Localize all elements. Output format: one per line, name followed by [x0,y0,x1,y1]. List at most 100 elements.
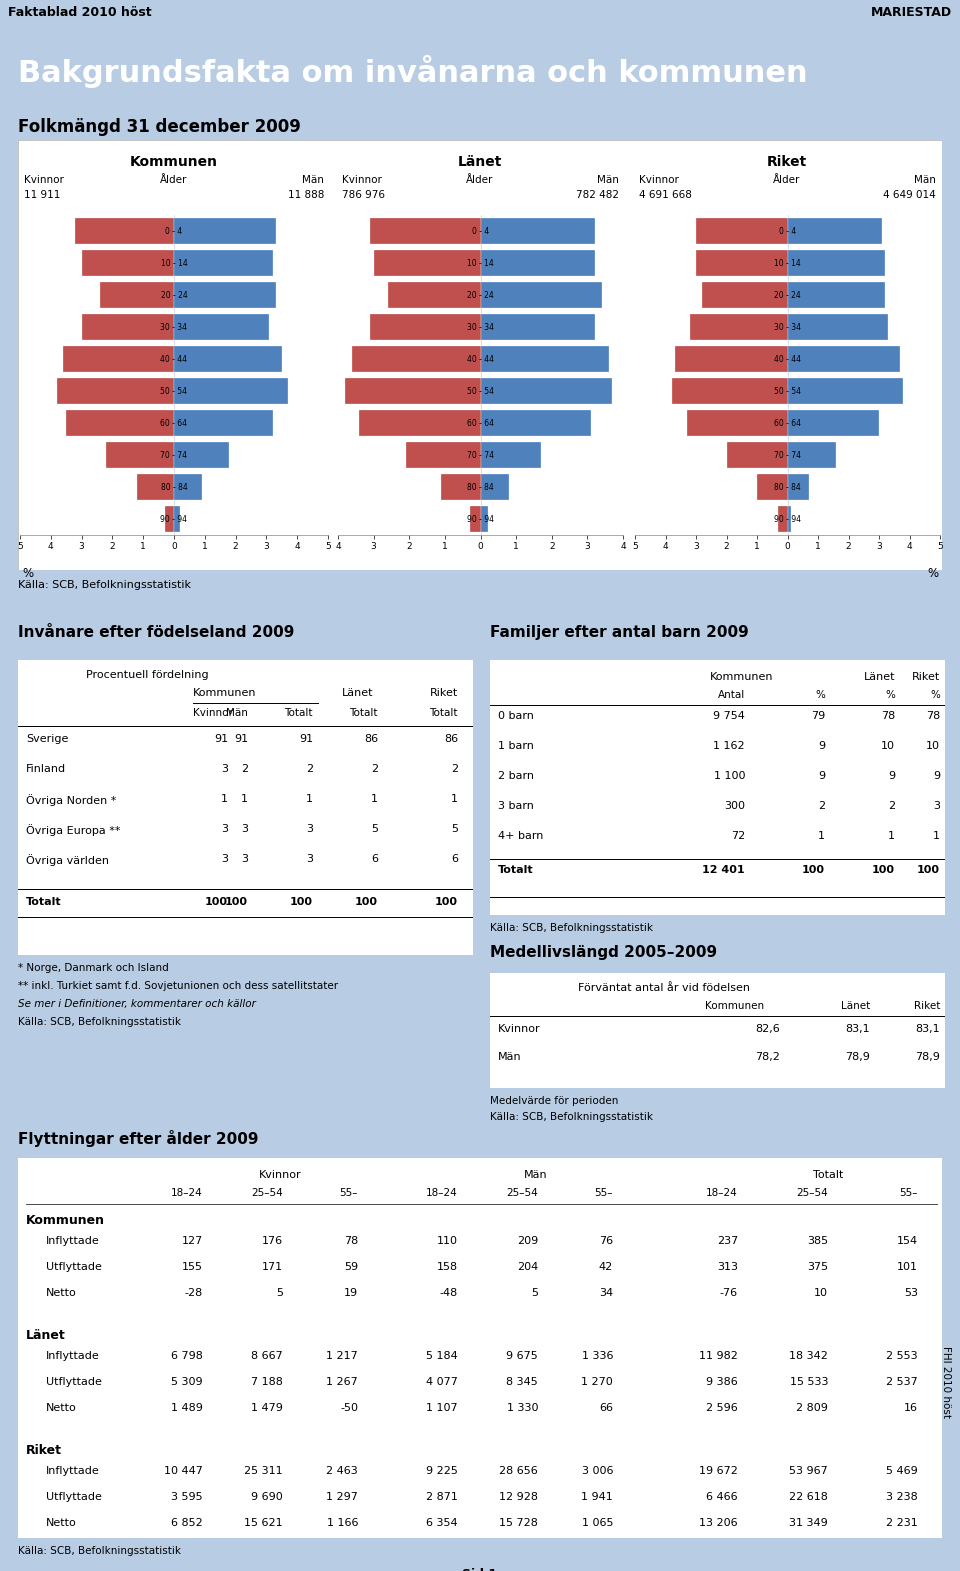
Text: Män: Män [914,174,936,185]
Text: 3 barn: 3 barn [498,801,534,811]
Bar [174,379,288,404]
Text: 1 162: 1 162 [713,742,745,751]
Text: Kvinnor: Kvinnor [259,1170,301,1180]
Text: 9 225: 9 225 [426,1466,458,1477]
Text: 1 267: 1 267 [326,1378,358,1387]
Text: Riket: Riket [767,156,807,170]
Bar [481,250,594,276]
Text: -28: -28 [184,1288,203,1298]
Text: 3 595: 3 595 [172,1492,203,1502]
Text: 20 - 24: 20 - 24 [160,291,187,300]
Text: 3: 3 [306,825,313,834]
Text: 91: 91 [214,734,228,745]
Text: 4 649 014: 4 649 014 [883,190,936,200]
Text: 40 - 44: 40 - 44 [774,355,801,363]
Text: 10 447: 10 447 [164,1466,203,1477]
Text: 2: 2 [306,764,313,775]
Text: 100: 100 [225,897,248,906]
Text: Totalt: Totalt [349,709,378,718]
Text: 1: 1 [451,793,458,804]
Text: 2: 2 [451,764,458,775]
Text: 3: 3 [241,825,248,834]
Text: 100: 100 [290,897,313,906]
Bar [57,379,174,404]
Bar [174,250,273,276]
Text: 70 - 74: 70 - 74 [774,451,801,459]
Text: 375: 375 [806,1262,828,1273]
Bar [352,346,481,372]
Text: 19 672: 19 672 [699,1466,738,1477]
Text: Ålder: Ålder [774,174,801,185]
Text: 5 184: 5 184 [426,1351,458,1360]
Text: 80 - 84: 80 - 84 [468,482,493,492]
Text: Riket: Riket [914,1001,940,1012]
Text: 78: 78 [344,1236,358,1246]
Text: 53: 53 [904,1288,918,1298]
Text: Kommunen: Kommunen [705,1001,764,1012]
Text: Källa: SCB, Befolkningsstatistik: Källa: SCB, Befolkningsstatistik [18,1546,181,1555]
Text: 158: 158 [437,1262,458,1273]
Bar [174,506,180,533]
Bar [107,441,174,468]
Bar [100,281,174,308]
Text: 2 596: 2 596 [707,1403,738,1412]
Bar [165,506,174,533]
Text: 5: 5 [451,825,458,834]
Text: 3 006: 3 006 [582,1466,613,1477]
Text: 8 345: 8 345 [506,1378,538,1387]
Text: 8 667: 8 667 [252,1351,283,1360]
Text: %: % [815,690,825,701]
Text: 20 - 24: 20 - 24 [468,291,493,300]
Text: 2 871: 2 871 [426,1492,458,1502]
Text: 1 100: 1 100 [713,771,745,781]
Text: Kvinnor: Kvinnor [639,174,679,185]
Text: 176: 176 [262,1236,283,1246]
Text: 13 206: 13 206 [700,1518,738,1529]
Text: 90 - 94: 90 - 94 [160,514,187,523]
Text: 86: 86 [444,734,458,745]
Text: 10: 10 [814,1288,828,1298]
Text: Sverige: Sverige [26,734,68,745]
Text: Kvinnor: Kvinnor [24,174,64,185]
Text: 15 621: 15 621 [245,1518,283,1529]
Text: 1: 1 [818,831,825,840]
Bar [481,379,612,404]
Text: 1 barn: 1 barn [498,742,534,751]
Text: 10 - 14: 10 - 14 [468,259,493,267]
Text: 9: 9 [933,771,940,781]
Text: 1 941: 1 941 [581,1492,613,1502]
Bar [174,218,276,244]
Text: 25–54: 25–54 [796,1188,828,1199]
Text: 80 - 84: 80 - 84 [160,482,187,492]
Text: 25–54: 25–54 [506,1188,538,1199]
Text: %: % [885,690,895,701]
Text: 2: 2 [241,764,248,775]
Text: 9 386: 9 386 [707,1378,738,1387]
Text: 11 911: 11 911 [24,190,60,200]
Text: 0 - 4: 0 - 4 [165,226,182,236]
Text: 1 166: 1 166 [326,1518,358,1529]
Text: 10 - 14: 10 - 14 [160,259,187,267]
Bar [63,346,174,372]
Text: 18–24: 18–24 [426,1188,458,1199]
Bar [696,250,787,276]
Text: 79: 79 [811,712,825,721]
Text: 6 852: 6 852 [171,1518,203,1529]
Text: 4+ barn: 4+ barn [498,831,543,840]
Text: 154: 154 [897,1236,918,1246]
Text: 82,6: 82,6 [756,1024,780,1034]
Text: 18–24: 18–24 [171,1188,203,1199]
Text: 40 - 44: 40 - 44 [467,355,494,363]
Text: 5: 5 [531,1288,538,1298]
Text: Flyttningar efter ålder 2009: Flyttningar efter ålder 2009 [18,1130,258,1147]
Text: Inflyttade: Inflyttade [46,1466,100,1477]
Bar [174,441,229,468]
Text: 25 311: 25 311 [245,1466,283,1477]
Text: Ålder: Ålder [467,174,493,185]
Text: Totalt: Totalt [813,1170,843,1180]
Bar [672,379,787,404]
Text: 155: 155 [182,1262,203,1273]
Text: 6 798: 6 798 [171,1351,203,1360]
Text: Kommunen: Kommunen [26,1214,105,1227]
Text: 15 728: 15 728 [499,1518,538,1529]
